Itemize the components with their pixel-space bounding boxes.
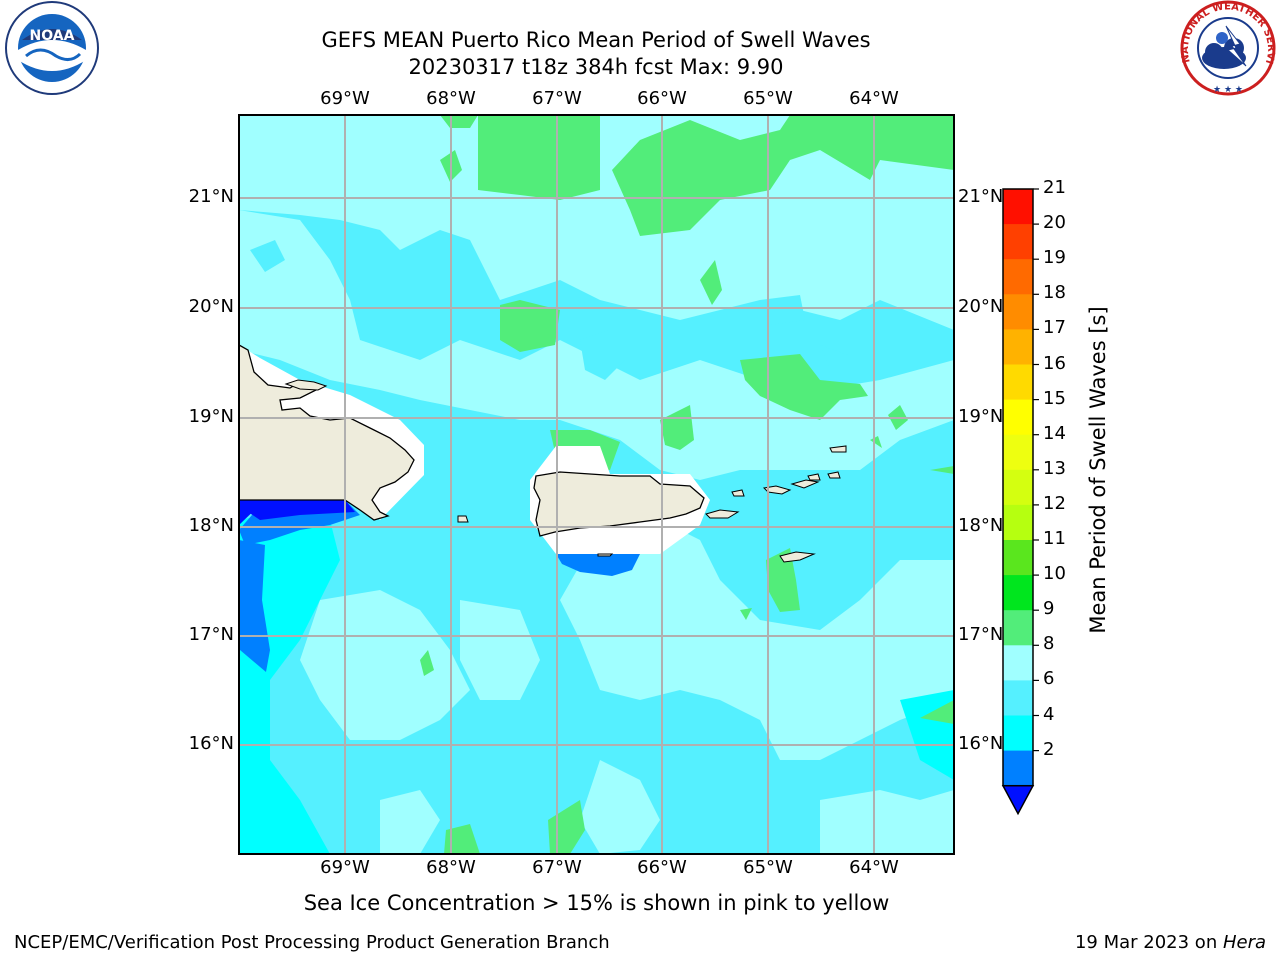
lon-label-top: 66°W	[637, 88, 687, 109]
colorbar-tick-label: 4	[1043, 703, 1055, 725]
noaa-logo-text: NOAA	[30, 28, 75, 44]
colorbar-tick-label: 15	[1043, 387, 1066, 409]
colorbar-tick-label: 8	[1043, 633, 1055, 655]
lat-label-left: 16°N	[188, 733, 234, 754]
colorbar-tick-label: 12	[1043, 492, 1066, 514]
colorbar-tick-label: 21	[1043, 177, 1066, 198]
colorbar-segment	[1003, 364, 1033, 401]
colorbar-segment	[1003, 259, 1033, 295]
colorbar-tick-label: 19	[1043, 247, 1066, 269]
colorbar-tick-label: 20	[1043, 212, 1066, 234]
lon-label-bottom: 69°W	[320, 857, 370, 878]
colorbar-segment	[1003, 680, 1033, 716]
map-frame	[238, 114, 955, 855]
footer-machine: Hera	[1222, 932, 1266, 953]
colorbar-segment	[1003, 750, 1033, 787]
colorbar-tick-label: 16	[1043, 352, 1066, 374]
colorbar-tick-label: 10	[1043, 563, 1066, 585]
colorbar-tick-label: 13	[1043, 457, 1066, 479]
footer-date-text: 19 Mar 2023 on	[1074, 932, 1223, 953]
colorbar-segment	[1003, 294, 1033, 330]
colorbar-segment	[1003, 504, 1033, 541]
lat-label-left: 21°N	[188, 186, 234, 207]
colorbar-segment	[1003, 540, 1033, 576]
lat-label-right: 20°N	[958, 296, 1004, 317]
swell-period-field	[239, 115, 954, 854]
colorbar-segment	[1003, 575, 1033, 611]
colorbar-segment	[1003, 610, 1033, 646]
footer-date: 19 Mar 2023 on Hera	[1075, 932, 1266, 953]
lon-label-bottom: 68°W	[426, 857, 476, 878]
lon-label-top: 67°W	[532, 88, 582, 109]
nws-ring-text: NATIONAL WEATHER SERVICE	[0, 0, 1276, 65]
chart-title: GEFS MEAN Puerto Rico Mean Period of Swe…	[321, 28, 871, 52]
noaa-logo: NOAA	[5, 1, 99, 95]
lat-label-right: 16°N	[958, 733, 1004, 754]
colorbar-label: Mean Period of Swell Waves [s]	[1086, 306, 1110, 634]
colorbar-tick-label: 9	[1043, 598, 1055, 620]
colorbar-segment	[1003, 715, 1033, 752]
footer-branch: NCEP/EMC/Verification Post Processing Pr…	[14, 932, 610, 953]
colorbar-segment	[1003, 434, 1033, 471]
lat-label-right: 17°N	[958, 624, 1004, 645]
lat-label-left: 20°N	[188, 296, 234, 317]
colorbar-segment	[1003, 224, 1033, 260]
lat-label-right: 19°N	[958, 406, 1004, 427]
sea-ice-note: Sea Ice Concentration > 15% is shown in …	[303, 891, 890, 915]
colorbar-tick-label: 6	[1043, 668, 1055, 690]
lon-label-bottom: 65°W	[743, 857, 793, 878]
svg-text:★ ★ ★: ★ ★ ★	[1213, 85, 1243, 95]
lon-label-top: 64°W	[849, 88, 899, 109]
colorbar-extend-arrow	[1001, 784, 1035, 816]
lon-label-bottom: 64°W	[849, 857, 899, 878]
colorbar-segment	[1003, 399, 1033, 436]
colorbar-segment	[1003, 469, 1033, 506]
lat-label-left: 17°N	[188, 624, 234, 645]
colorbar-tick-label: 18	[1043, 282, 1066, 304]
lon-label-top: 68°W	[426, 88, 476, 109]
lon-label-bottom: 66°W	[637, 857, 687, 878]
lat-label-right: 18°N	[958, 515, 1004, 536]
colorbar-tick-label: 2	[1043, 738, 1055, 760]
chart-subtitle: 20230317 t18z 384h fcst Max: 9.90	[408, 55, 784, 79]
graticule	[239, 115, 954, 854]
colorbar-tick-label: 17	[1043, 317, 1066, 339]
lat-label-left: 18°N	[188, 515, 234, 536]
lon-label-top: 65°W	[743, 88, 793, 109]
lon-label-top: 69°W	[320, 88, 370, 109]
colorbar-tick-label: 11	[1043, 528, 1066, 549]
lat-label-right: 21°N	[958, 186, 1004, 207]
colorbar	[1001, 188, 1039, 816]
colorbar-frame	[1002, 188, 1034, 787]
lat-label-left: 19°N	[188, 406, 234, 427]
colorbar-segment	[1003, 645, 1033, 681]
lon-label-bottom: 67°W	[532, 857, 582, 878]
colorbar-segment	[1003, 329, 1033, 365]
colorbar-segment	[1003, 189, 1033, 225]
colorbar-tick-label: 14	[1043, 422, 1066, 444]
nws-logo: NATIONAL WEATHER SERVICE ★ ★ ★	[0, 0, 1276, 96]
